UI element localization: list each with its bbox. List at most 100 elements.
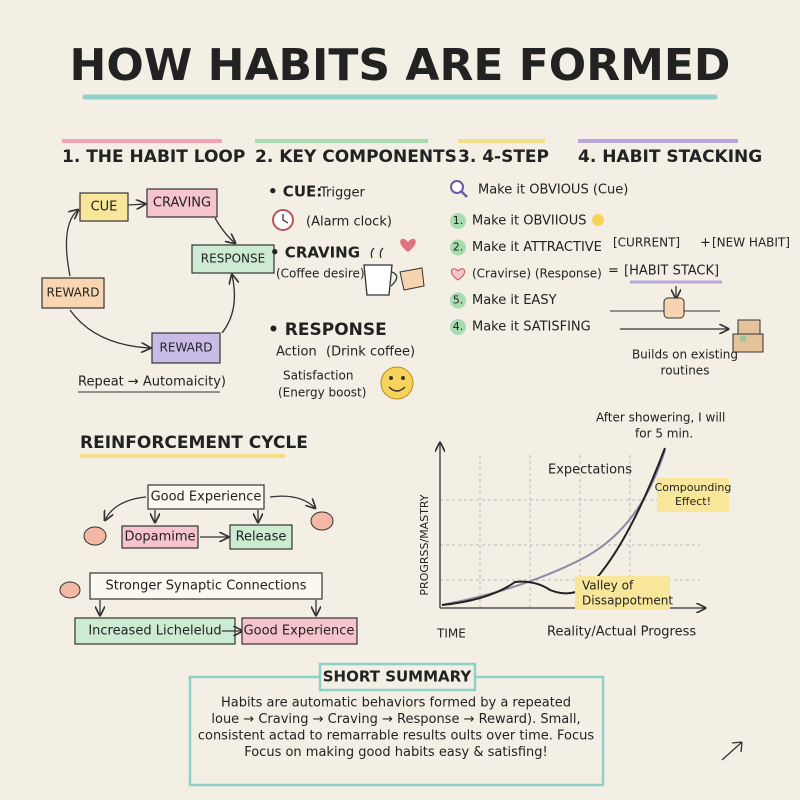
step-badge [450, 292, 466, 309]
decoration [401, 376, 405, 380]
decoration [146, 188, 218, 218]
decoration [191, 244, 275, 274]
decoration [229, 524, 293, 550]
decoration [460, 190, 468, 198]
decoration [127, 204, 145, 205]
decoration [89, 572, 323, 600]
decoration [147, 484, 265, 510]
group: 1. Make it OBVIIOUS 2. Make it ATTRACTIVE (C… [450, 213, 602, 335]
decoration [399, 267, 425, 291]
node: Increased Lichelelud [88, 624, 221, 639]
node: CUE [91, 200, 118, 215]
y-axis-label: PROGRSS/MASTRY [418, 494, 431, 595]
decoration [370, 247, 384, 259]
section-title: 3. 4-STEP [458, 147, 549, 167]
step-number: 5. [453, 294, 464, 307]
node: Stronger Synaptic Connections [105, 579, 306, 594]
graph-label: Expectations [548, 463, 632, 478]
step-intro: Make it OBVIOUS (Cue) [478, 183, 628, 198]
component-text: Action [276, 345, 317, 360]
node: Dopamime [124, 530, 195, 545]
step-number: 2. [453, 241, 464, 254]
summary-line: Habits are automatic behaviors formed by… [221, 696, 571, 711]
node: Good Experience [151, 490, 262, 505]
decoration [380, 366, 414, 400]
step-badge [450, 319, 466, 335]
section-title: REINFORCEMENT CYCLE [80, 433, 308, 453]
graph-label: Effect! [675, 495, 711, 508]
summary-line: Focus on making good habits easy & satis… [244, 745, 548, 760]
decoration [740, 336, 746, 342]
node: REWARD [47, 286, 100, 300]
step-number: 4. [453, 320, 464, 333]
section-title: 1. THE HABIT LOOP [62, 147, 245, 167]
x-axis-label: TIME [436, 627, 466, 641]
decoration [121, 525, 199, 549]
decoration [151, 332, 221, 364]
decoration [41, 277, 105, 309]
stack-note: routines [661, 364, 710, 378]
decoration [663, 297, 685, 319]
decoration [282, 214, 289, 224]
decoration [221, 275, 234, 334]
decoration [69, 309, 150, 348]
stack-item: [NEW HABIT] [712, 236, 790, 250]
group: Habits are automatic behaviors formed by… [198, 696, 595, 761]
decoration [575, 576, 670, 610]
decoration [79, 192, 129, 222]
step-text: (Cravirse) (Response) [472, 267, 602, 281]
decoration [269, 495, 315, 508]
node: REWARD [160, 341, 213, 355]
heart-icon [450, 268, 466, 281]
node: CRAVING [153, 196, 211, 211]
node: Good Experience [244, 624, 355, 639]
component-example: (Coffee desire) [276, 267, 365, 281]
decoration [450, 180, 464, 194]
section-title: 2. KEY COMPONENTS [255, 147, 457, 167]
graph-note: After showering, I will [596, 411, 725, 425]
decoration [65, 210, 78, 277]
decoration [310, 511, 334, 531]
decoration [59, 581, 81, 599]
decoration [105, 496, 147, 520]
decoration [400, 238, 416, 252]
component-text: Satisfaction [283, 369, 353, 383]
summary-line: consistent actad to remarrable results o… [198, 729, 595, 744]
graph-note: for 5 min. [635, 427, 693, 441]
decoration [83, 526, 107, 546]
component-example: (Alarm clock) [306, 215, 392, 230]
decoration [388, 386, 406, 392]
section-title: 4. HABIT STACKING [578, 147, 762, 167]
decoration [721, 741, 743, 761]
step-badge [450, 239, 466, 256]
node: Release [236, 530, 287, 545]
component-example: (Drink coffee) [326, 345, 415, 360]
decoration [737, 319, 761, 335]
decoration [389, 376, 393, 380]
stack-item: [HABIT STACK] [624, 264, 719, 279]
step-text: Make it SATISFING [472, 320, 591, 335]
graph-label: Reality/Actual Progress [547, 625, 696, 640]
decoration [363, 264, 393, 296]
step-text: Make it OBVIIOUS [472, 214, 587, 229]
summary-title: SHORT SUMMARY [323, 668, 473, 686]
decoration [441, 447, 666, 606]
graph-label: Valley of [582, 579, 634, 593]
stack-note: Builds on existing [632, 348, 738, 362]
component-label: • CUE: [268, 183, 322, 201]
loop-footer: Repeat → Automaicity) [78, 375, 226, 390]
stack-op: = [608, 264, 619, 279]
stack-op: + [700, 236, 711, 251]
decoration [657, 478, 729, 512]
decoration [214, 217, 235, 243]
step-text: Make it ATTRACTIVE [472, 240, 602, 255]
graph-label: Dissappotment [582, 594, 673, 608]
decoration [241, 617, 358, 645]
decoration [390, 271, 398, 287]
decoration [318, 662, 477, 692]
component-label: • CRAVING [270, 244, 360, 262]
summary-line: loue → Craving → Craving → Response → Re… [211, 712, 580, 727]
decoration [592, 214, 604, 226]
